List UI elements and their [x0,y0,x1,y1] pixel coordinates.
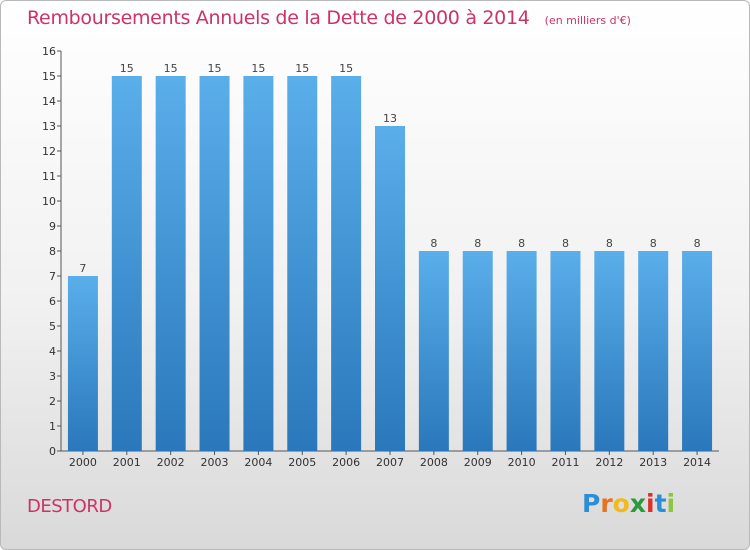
y-tick-label: 0 [49,445,56,458]
bar-value-label: 7 [79,262,86,275]
y-tick-label: 10 [42,195,56,208]
bar-value-label: 15 [251,62,265,75]
bar-value-label: 13 [383,112,397,125]
y-tick-label: 8 [49,245,56,258]
x-tick-label: 2013 [639,456,667,469]
logo-letter: P [582,489,601,518]
y-tick-label: 14 [42,95,56,108]
bar [287,76,318,451]
bar-value-label: 15 [295,62,309,75]
bar [67,276,98,451]
x-tick-label: 2008 [420,456,448,469]
bar-value-label: 15 [120,62,134,75]
chart-title-block: Remboursements Annuels de la Dette de 20… [27,7,631,29]
y-tick-label: 12 [42,145,56,158]
y-tick-label: 11 [42,170,56,183]
y-tick-label: 5 [49,320,56,333]
x-tick-label: 2010 [508,456,536,469]
y-tick-label: 2 [49,395,56,408]
bar [682,251,713,451]
x-tick-label: 2001 [113,456,141,469]
bar [375,126,405,451]
x-tick-label: 2006 [332,456,360,469]
y-tick-label: 9 [49,220,56,233]
x-tick-label: 2000 [69,456,97,469]
x-tick-label: 2007 [376,456,404,469]
chart-title: Remboursements Annuels de la Dette de 20… [27,7,530,29]
y-tick-label: 15 [42,70,56,83]
bar-value-label: 8 [474,237,481,250]
logo-letter: o [612,489,630,518]
logo-letter: x [629,489,646,518]
x-tick-label: 2002 [157,456,185,469]
bar-value-label: 15 [339,62,353,75]
y-tick-label: 3 [49,370,56,383]
bar [155,76,186,451]
logo-letter: i [646,489,655,518]
x-tick-label: 2011 [551,456,579,469]
bar-value-label: 8 [694,237,701,250]
y-tick-label: 1 [49,420,56,433]
bar [594,251,625,451]
chart-subtitle: (en milliers d'€) [544,14,631,27]
bar [462,251,493,451]
logo-letter: t [654,489,667,518]
bar [638,251,669,451]
y-tick-label: 13 [42,120,56,133]
bar [111,76,142,451]
bar [506,251,537,451]
proxiti-logo: Proxiti [582,489,675,518]
commune-name: DESTORD [27,496,112,517]
bar [199,76,230,451]
x-tick-label: 2003 [201,456,229,469]
x-tick-label: 2005 [288,456,316,469]
x-tick-label: 2009 [464,456,492,469]
y-tick-label: 16 [42,45,56,58]
y-tick-label: 6 [49,295,56,308]
bar [331,76,362,451]
bar-value-label: 8 [562,237,569,250]
bar-value-label: 8 [430,237,437,250]
bar-value-label: 8 [650,237,657,250]
y-tick-label: 4 [49,345,56,358]
bar [550,251,581,451]
logo-letter: i [666,489,676,518]
bar-value-label: 8 [606,237,613,250]
y-tick-label: 7 [49,270,56,283]
bar-value-label: 15 [208,62,222,75]
bar [418,251,449,451]
bar-value-label: 15 [164,62,178,75]
x-tick-label: 2004 [244,456,272,469]
bar [243,76,274,451]
bar-value-label: 8 [518,237,525,250]
logo-letter: r [600,489,613,518]
x-tick-label: 2012 [595,456,623,469]
x-tick-label: 2014 [683,456,711,469]
